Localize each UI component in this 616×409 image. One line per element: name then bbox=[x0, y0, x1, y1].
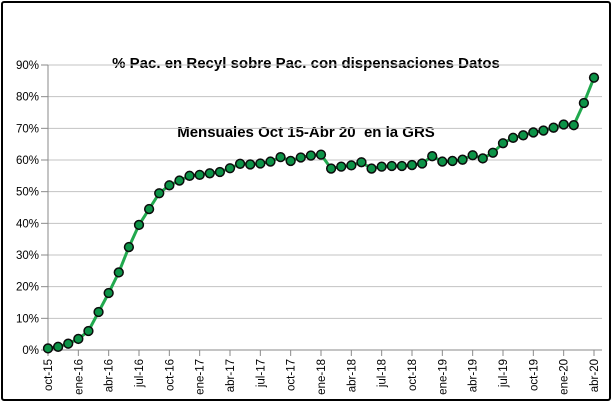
svg-text:50%: 50% bbox=[16, 187, 39, 199]
svg-text:jul-18: jul-18 bbox=[377, 359, 389, 388]
svg-text:80%: 80% bbox=[16, 92, 39, 104]
svg-text:oct-17: oct-17 bbox=[286, 359, 298, 391]
x-axis-tick-labels: oct-15 ene-16 abr-16 jul-16 oct-16 ene-17 abr-… bbox=[43, 359, 601, 395]
svg-text:0%: 0% bbox=[22, 345, 39, 357]
svg-text:ene-16: ene-16 bbox=[73, 359, 85, 395]
axes bbox=[41, 64, 602, 356]
data-point-markers bbox=[42, 72, 600, 354]
svg-text:ene-17: ene-17 bbox=[195, 359, 207, 395]
chart-title: % Pac. en Recyl sobre Pac. con dispensac… bbox=[2, 6, 610, 190]
svg-text:oct-16: oct-16 bbox=[164, 359, 176, 391]
svg-text:30%: 30% bbox=[16, 250, 39, 262]
svg-text:90%: 90% bbox=[16, 60, 39, 72]
svg-text:ene-19: ene-19 bbox=[437, 359, 449, 395]
svg-text:ene-18: ene-18 bbox=[316, 359, 328, 395]
y-axis-tick-labels: 0% 10% 20% 30% 40% 50% 60% 70% 80% 90% bbox=[16, 60, 39, 357]
svg-text:40%: 40% bbox=[16, 218, 39, 230]
svg-text:abr-17: abr-17 bbox=[225, 359, 237, 392]
svg-text:oct-18: oct-18 bbox=[407, 359, 419, 391]
svg-text:oct-19: oct-19 bbox=[528, 359, 540, 391]
svg-text:abr-18: abr-18 bbox=[346, 359, 358, 392]
svg-text:jul-17: jul-17 bbox=[255, 359, 267, 388]
svg-text:10%: 10% bbox=[16, 313, 39, 325]
svg-text:oct-15: oct-15 bbox=[43, 359, 55, 391]
svg-text:60%: 60% bbox=[16, 155, 39, 167]
svg-text:70%: 70% bbox=[16, 123, 39, 135]
svg-text:ene-20: ene-20 bbox=[559, 359, 571, 395]
svg-text:jul-16: jul-16 bbox=[134, 359, 146, 388]
svg-text:abr-16: abr-16 bbox=[104, 359, 116, 392]
gridlines bbox=[48, 64, 602, 319]
svg-text:jul-19: jul-19 bbox=[498, 359, 510, 388]
svg-text:20%: 20% bbox=[16, 282, 39, 294]
svg-text:abr-19: abr-19 bbox=[468, 359, 480, 392]
chart-title-line1: % Pac. en Recyl sobre Pac. con dispensac… bbox=[112, 55, 500, 72]
data-series-line bbox=[46, 76, 596, 350]
svg-text:abr-20: abr-20 bbox=[589, 359, 601, 392]
